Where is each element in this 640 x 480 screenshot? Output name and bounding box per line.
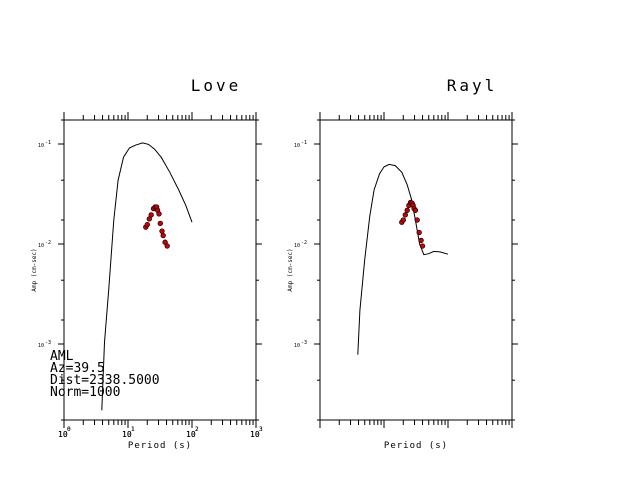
y-tick-exponent: -2 — [301, 240, 307, 246]
observed-point — [418, 237, 424, 244]
y-tick-label: 10 — [38, 343, 44, 349]
x-tick-label: 10 — [186, 430, 196, 439]
observed-point — [159, 228, 165, 234]
observed-point — [412, 207, 419, 213]
x-tick-exponent: 2 — [195, 426, 199, 433]
x-tick-exponent: 0 — [67, 426, 71, 433]
plot-frame — [319, 119, 513, 421]
x-tick-label: 10 — [122, 430, 132, 439]
observed-point — [164, 243, 170, 249]
model-curve — [101, 142, 193, 411]
chart-title: Rayl — [447, 76, 498, 95]
chart-title: Love — [191, 76, 242, 95]
y-tick-exponent: -3 — [301, 340, 307, 346]
observed-point — [144, 221, 150, 228]
x-axis-label: Period (s) — [128, 441, 192, 451]
observed-point — [160, 232, 166, 239]
y-tick-exponent: -1 — [45, 140, 51, 146]
y-tick-exponent: -1 — [301, 140, 307, 146]
annotation-line: Az=39.5 — [50, 361, 105, 376]
y-tick-exponent: -2 — [45, 240, 51, 246]
observed-point — [404, 207, 410, 213]
y-tick-label: 10 — [38, 143, 44, 149]
observed-point — [414, 217, 420, 223]
x-tick-exponent: 0 — [67, 426, 71, 433]
x-tick-exponent: 3 — [259, 426, 263, 433]
annotation-line: Norm=1000 — [50, 385, 120, 400]
y-tick-label: 10 — [294, 143, 300, 149]
y-axis-label: Amp (cm-sec) — [31, 248, 38, 291]
y-tick-exponent: -3 — [45, 340, 51, 346]
x-tick-label: 10 — [250, 430, 260, 439]
x-axis-label: Period (s) — [384, 441, 448, 451]
plot-frame — [63, 119, 257, 421]
observed-point — [400, 217, 406, 223]
observed-point — [419, 243, 426, 249]
x-tick-label: 10 — [58, 430, 68, 439]
x-tick-exponent: 1 — [131, 426, 135, 433]
y-tick-label: 10 — [294, 343, 300, 349]
annotation-line: AML — [50, 349, 74, 364]
observed-point — [402, 212, 408, 218]
observed-point — [148, 212, 154, 218]
x-tick-label: 10 — [250, 430, 260, 439]
observed-point — [416, 229, 422, 236]
y-axis-label: Amp (cm-sec) — [287, 248, 294, 291]
annotation-line: Dist=2338.5000 — [50, 373, 160, 388]
x-tick-exponent: 3 — [259, 426, 263, 433]
y-tick-label: 10 — [294, 243, 300, 249]
x-tick-label: 10 — [122, 430, 132, 439]
x-tick-exponent: 1 — [131, 426, 135, 433]
x-tick-label: 10 — [58, 430, 68, 439]
observed-point — [157, 220, 163, 227]
x-tick-exponent: 2 — [195, 426, 199, 433]
observed-point — [156, 211, 162, 217]
x-tick-label: 10 — [186, 430, 196, 439]
model-curve — [357, 163, 449, 355]
y-tick-label: 10 — [38, 243, 44, 249]
